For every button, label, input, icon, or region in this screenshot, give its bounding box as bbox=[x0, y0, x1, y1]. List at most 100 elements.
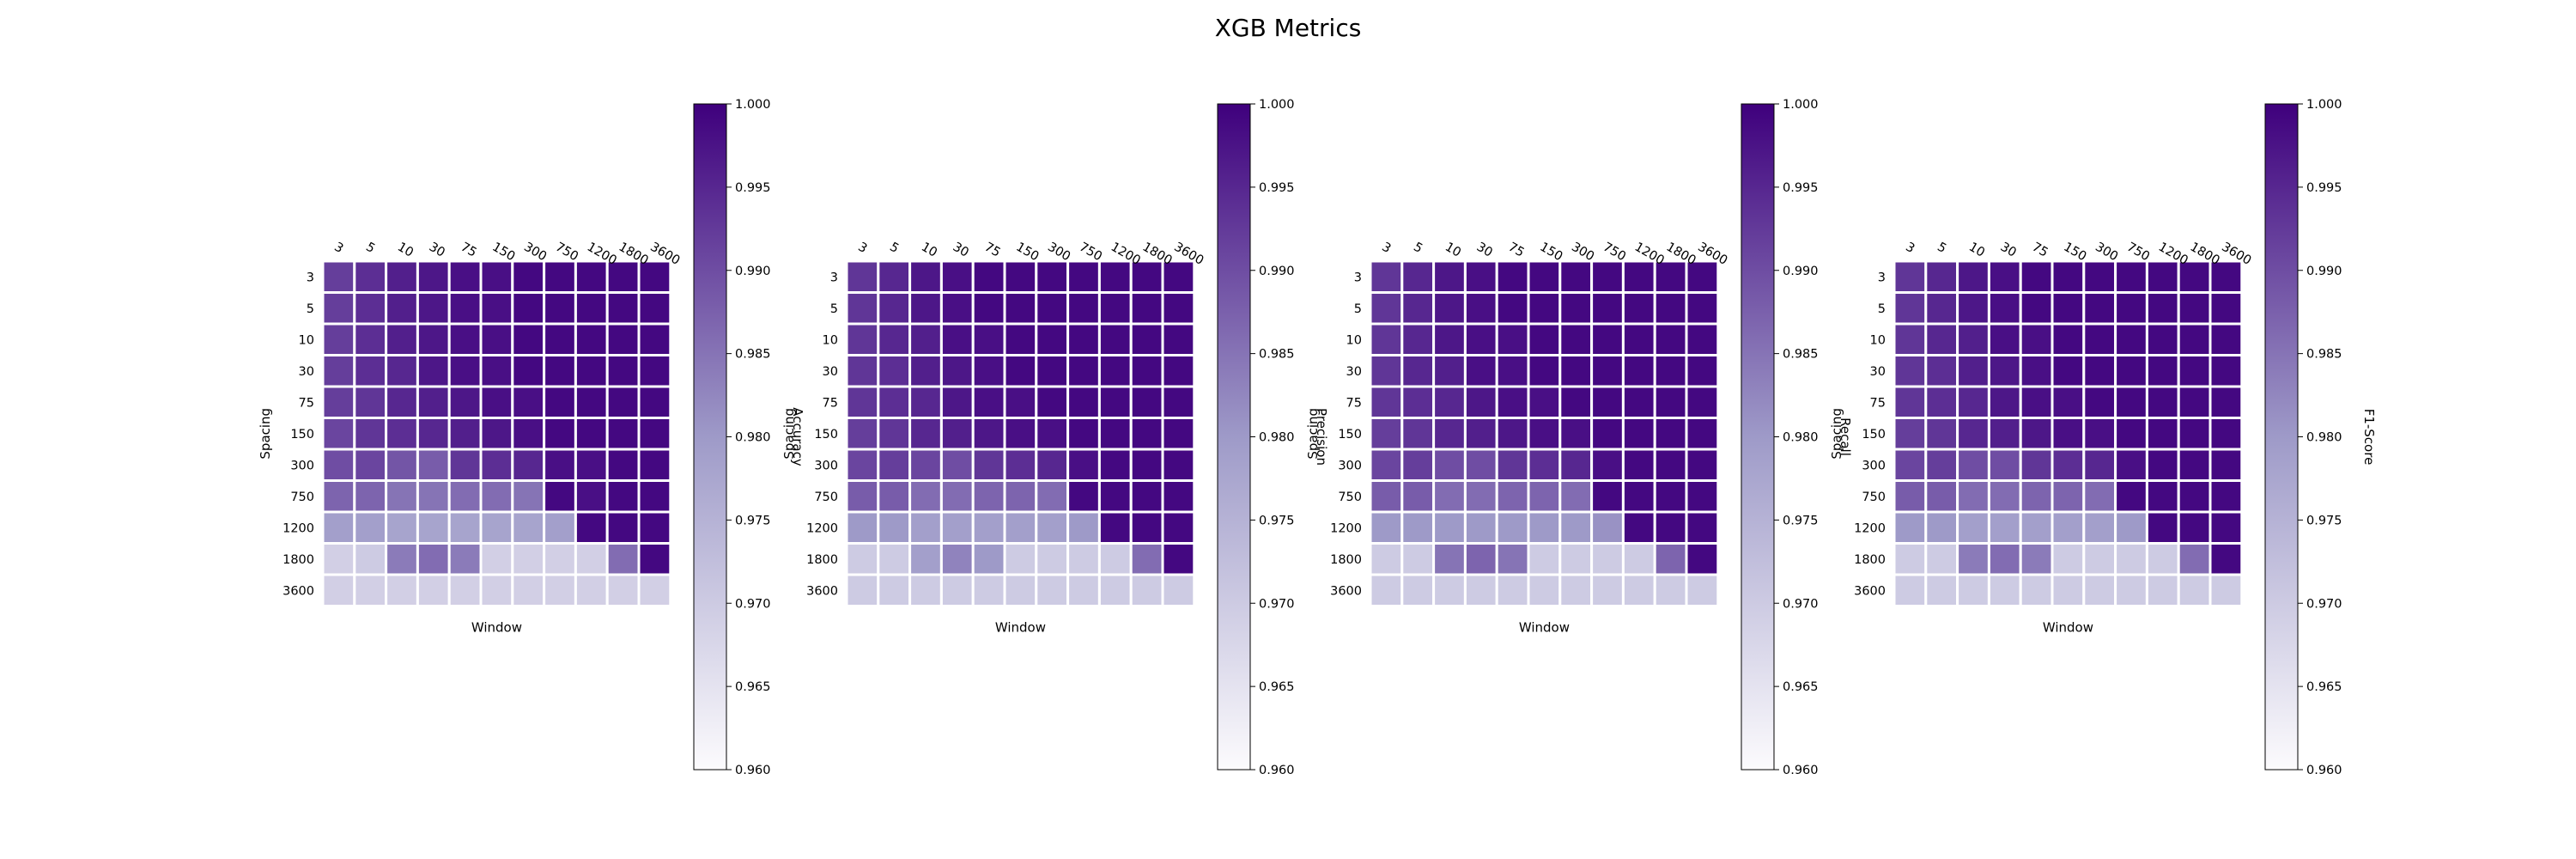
heatmap-cell bbox=[971, 322, 1006, 356]
heatmap-cell bbox=[1369, 291, 1404, 326]
heatmap-cell bbox=[1590, 573, 1625, 607]
heatmap-cell bbox=[2177, 354, 2212, 388]
heatmap-cell bbox=[908, 510, 943, 545]
heatmap-cell bbox=[2145, 573, 2180, 607]
y-tick-label: 300 bbox=[290, 459, 314, 472]
heatmap-cell bbox=[1558, 385, 1594, 419]
colorbar-tick-label: 0.985 bbox=[735, 348, 771, 362]
heatmap-cell bbox=[1956, 448, 1990, 482]
heatmap-cell bbox=[511, 385, 546, 419]
heatmap-cell bbox=[637, 417, 672, 451]
heatmap-cell bbox=[1558, 417, 1594, 451]
heatmap-cell bbox=[2082, 291, 2117, 326]
heatmap-cell bbox=[574, 354, 609, 388]
heatmap-cell bbox=[1653, 354, 1688, 388]
heatmap-cell bbox=[1893, 542, 1928, 576]
heatmap-cell bbox=[1987, 259, 2022, 294]
heatmap-cell bbox=[574, 448, 609, 482]
y-axis-label: Spacing bbox=[781, 408, 797, 460]
heatmap-cell bbox=[1987, 354, 2022, 388]
x-tick-label: 10 bbox=[395, 241, 416, 260]
heatmap-cell bbox=[447, 385, 483, 419]
colorbar-tick-label: 0.990 bbox=[735, 265, 771, 278]
heatmap-cell bbox=[637, 479, 672, 514]
heatmap-cell bbox=[385, 354, 419, 388]
heatmap-cell bbox=[605, 479, 641, 514]
colorbar-tick-label: 0.975 bbox=[735, 514, 771, 527]
heatmap-cell bbox=[2145, 510, 2180, 545]
heatmap-cell bbox=[1893, 417, 1928, 451]
heatmap-cell bbox=[1621, 542, 1656, 576]
heatmap-cell bbox=[939, 354, 975, 388]
heatmap-cell bbox=[479, 479, 514, 514]
heatmap-cell bbox=[2145, 479, 2180, 514]
heatmap-cell bbox=[1035, 510, 1070, 545]
heatmap-cell bbox=[353, 448, 388, 482]
heatmap-cell bbox=[1590, 322, 1625, 356]
heatmap-cell bbox=[908, 354, 943, 388]
heatmap-cell bbox=[1495, 291, 1530, 326]
y-tick-label: 1200 bbox=[1854, 521, 1886, 535]
colorbar-tick-label: 0.965 bbox=[1259, 680, 1295, 694]
heatmap-cell bbox=[1590, 259, 1625, 294]
y-tick-label: 5 bbox=[1878, 302, 1886, 316]
heatmap-cell bbox=[574, 542, 609, 576]
heatmap-cell bbox=[1987, 417, 2022, 451]
heatmap-cell bbox=[353, 259, 388, 294]
figure-title: XGB Metrics bbox=[1215, 14, 1362, 42]
heatmap-cell bbox=[385, 510, 419, 545]
heatmap-cell bbox=[416, 385, 451, 419]
heatmap-cell bbox=[637, 354, 672, 388]
heatmap-cell bbox=[1003, 354, 1038, 388]
heatmap-cell bbox=[385, 479, 419, 514]
colorbar-tick-label: 0.960 bbox=[1259, 764, 1295, 777]
heatmap-cell bbox=[1527, 322, 1562, 356]
heatmap-cell bbox=[1558, 573, 1594, 607]
heatmap-cell bbox=[1400, 354, 1436, 388]
heatmap-cell bbox=[1527, 448, 1562, 482]
heatmap-cell bbox=[1685, 417, 1720, 451]
x-tick-label: 3 bbox=[1379, 241, 1393, 256]
heatmap-cell bbox=[1066, 322, 1101, 356]
heatmap-cell bbox=[1161, 322, 1196, 356]
heatmap-cell bbox=[1527, 291, 1562, 326]
y-tick-label: 3600 bbox=[283, 584, 314, 598]
heatmap-cell bbox=[1924, 417, 1959, 451]
y-tick-label: 3600 bbox=[1854, 584, 1886, 598]
heatmap-cell bbox=[574, 385, 609, 419]
heatmap-cell bbox=[321, 510, 356, 545]
heatmap-cell bbox=[1956, 354, 1990, 388]
heatmap-cell bbox=[1432, 259, 1467, 294]
heatmap-cell bbox=[1987, 448, 2022, 482]
heatmap-cell bbox=[1621, 510, 1656, 545]
heatmap-cell bbox=[1590, 510, 1625, 545]
x-tick-label: 30 bbox=[1998, 241, 2019, 260]
heatmap-cell bbox=[353, 354, 388, 388]
heatmap-cell bbox=[2208, 542, 2244, 576]
heatmap-cell bbox=[1621, 291, 1656, 326]
heatmap-cell bbox=[416, 417, 451, 451]
heatmap-cell bbox=[1066, 259, 1101, 294]
heatmap-cell bbox=[1463, 573, 1498, 607]
heatmap-cell bbox=[1924, 573, 1959, 607]
colorbar-label: Precision bbox=[1314, 408, 1329, 466]
y-axis-label: Spacing bbox=[1305, 408, 1321, 460]
heatmap-cell bbox=[574, 259, 609, 294]
heatmap-cell bbox=[1369, 259, 1404, 294]
heatmap-cell bbox=[2082, 510, 2117, 545]
heatmap-cell bbox=[845, 417, 880, 451]
heatmap-cell bbox=[385, 542, 419, 576]
heatmap-cell bbox=[1097, 322, 1133, 356]
heatmap-cell bbox=[971, 573, 1006, 607]
heatmap-cell bbox=[1558, 448, 1594, 482]
heatmap-cell bbox=[2145, 448, 2180, 482]
y-tick-label: 5 bbox=[307, 302, 314, 316]
x-tick-label: 5 bbox=[1935, 241, 1948, 256]
heatmap-cell bbox=[1432, 291, 1467, 326]
x-axis-label: Window bbox=[2043, 620, 2093, 636]
heatmap-cell bbox=[416, 542, 451, 576]
colorbar-tick-label: 0.965 bbox=[2306, 680, 2342, 694]
heatmap-cell bbox=[939, 417, 975, 451]
heatmap-cell bbox=[1987, 385, 2022, 419]
heatmap-cell bbox=[1432, 479, 1467, 514]
